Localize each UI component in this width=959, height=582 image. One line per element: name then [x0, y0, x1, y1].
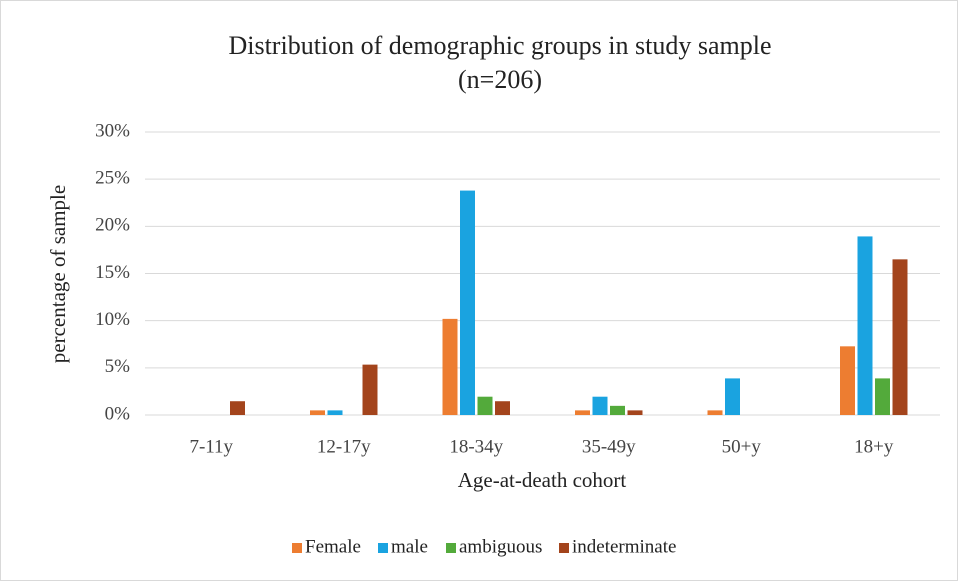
bar — [477, 396, 493, 415]
legend-swatch — [446, 543, 456, 553]
legend-swatch — [559, 543, 569, 553]
bar — [592, 396, 608, 415]
bar — [230, 401, 245, 415]
bar — [707, 410, 723, 415]
x-tick-label: 12-17y — [317, 436, 371, 457]
bar — [327, 410, 343, 415]
bar — [442, 318, 458, 415]
bar — [575, 410, 590, 415]
bar — [875, 378, 890, 415]
y-tick-label: 30% — [95, 120, 130, 141]
legend-label: Female — [305, 536, 361, 557]
y-tick-label: 0% — [105, 403, 131, 424]
bar — [495, 401, 510, 415]
y-tick-label: 5% — [105, 356, 131, 377]
x-tick-label: 35-49y — [582, 436, 636, 457]
x-axis-label: Age-at-death cohort — [458, 468, 627, 492]
x-tick-label: 18-34y — [449, 436, 503, 457]
x-tick-label: 50+y — [722, 436, 762, 457]
y-tick-label: 15% — [95, 262, 130, 283]
chart-title: Distribution of demographic groups in st… — [228, 31, 771, 60]
bar — [627, 410, 643, 415]
legend-label: male — [391, 536, 428, 557]
bar — [725, 378, 740, 415]
legend-label: indeterminate — [572, 536, 676, 557]
y-tick-label: 25% — [95, 168, 130, 189]
bar — [840, 346, 855, 415]
bar — [610, 405, 625, 415]
x-tick-label: 7-11y — [189, 436, 233, 457]
legend-swatch — [292, 543, 302, 553]
legend-swatch — [378, 543, 388, 553]
y-tick-label: 20% — [95, 215, 130, 236]
bar — [460, 190, 475, 415]
chart-subtitle: (n=206) — [458, 65, 542, 94]
bar — [892, 259, 908, 415]
bar — [310, 410, 325, 415]
legend-label: ambiguous — [459, 536, 542, 557]
y-axis-label: percentage of sample — [46, 185, 70, 363]
bar — [362, 364, 378, 415]
x-tick-label: 18+y — [854, 436, 894, 457]
y-tick-label: 10% — [95, 309, 130, 330]
bar — [857, 236, 873, 415]
